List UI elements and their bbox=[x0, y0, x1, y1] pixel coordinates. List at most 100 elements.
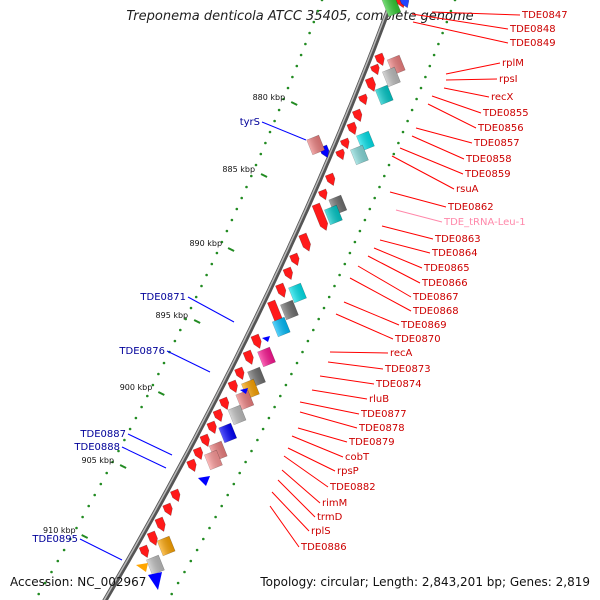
gc-dot bbox=[368, 207, 372, 211]
leader-line bbox=[389, 191, 447, 208]
leader-line bbox=[445, 78, 498, 81]
backbone-highlight bbox=[103, 0, 392, 600]
gene-label-right: TDE0886 bbox=[300, 542, 347, 553]
gc-dot bbox=[295, 64, 299, 68]
feature-box bbox=[204, 449, 223, 471]
feature-box bbox=[218, 422, 238, 444]
gene-arrow-reverse bbox=[262, 336, 270, 342]
leader-line bbox=[277, 479, 316, 518]
gene-label-left: TDE0888 bbox=[73, 442, 120, 453]
gc-dot bbox=[286, 86, 290, 90]
gc-dot bbox=[250, 174, 253, 178]
gene-arrow-forward bbox=[212, 408, 223, 423]
gc-dot bbox=[214, 515, 217, 519]
feature-box bbox=[324, 204, 343, 226]
gc-dot bbox=[295, 361, 299, 365]
gene-arrow-forward-shape bbox=[358, 93, 368, 106]
gc-dot bbox=[195, 548, 199, 552]
gc-dot bbox=[134, 416, 138, 420]
gene-arrow-reverse bbox=[198, 476, 210, 486]
gc-dot bbox=[410, 108, 414, 112]
leader-line bbox=[427, 103, 477, 129]
gene-label-right: TDE0856 bbox=[477, 123, 524, 134]
kbp-label: 885 kbp bbox=[222, 165, 255, 174]
gc-dot bbox=[268, 130, 272, 134]
gene-arrow-forward-shape bbox=[206, 420, 217, 435]
gc-dot bbox=[428, 64, 432, 68]
gene-arrow-forward bbox=[275, 282, 287, 298]
gene-arrow-forward bbox=[227, 379, 238, 394]
gene-arrow-forward bbox=[234, 366, 245, 381]
gc-dot bbox=[105, 471, 108, 475]
leader-line bbox=[367, 255, 421, 284]
gc-dot bbox=[415, 97, 418, 101]
gc-dot bbox=[279, 394, 282, 398]
gc-dot bbox=[299, 53, 303, 57]
leader-line bbox=[443, 87, 490, 98]
gene-label-right: rpsP bbox=[337, 466, 359, 477]
label-lines-layer bbox=[79, 11, 521, 561]
gene-label-right: TDE0865 bbox=[423, 263, 470, 274]
gc-dot bbox=[264, 141, 267, 145]
gc-dot bbox=[308, 31, 311, 35]
leader-line bbox=[412, 21, 509, 44]
feature-box bbox=[374, 84, 394, 106]
gene-arrow-forward bbox=[351, 108, 363, 123]
gc-dot bbox=[282, 97, 285, 101]
gene-arrow-forward bbox=[282, 266, 293, 281]
feature-box bbox=[350, 144, 369, 166]
gene-label-left: TDE0887 bbox=[79, 429, 126, 440]
gc-dot bbox=[432, 53, 436, 57]
gene-label-right: TDE0848 bbox=[509, 24, 556, 35]
gene-arrow-reverse bbox=[148, 572, 162, 590]
gc-dot bbox=[244, 460, 247, 464]
gc-dot bbox=[306, 339, 310, 343]
kbp-tick bbox=[157, 391, 165, 396]
gene-label-right: TDE0879 bbox=[348, 437, 395, 448]
leader-line bbox=[411, 13, 509, 30]
gc-dot bbox=[383, 174, 386, 178]
gc-dot bbox=[200, 284, 203, 288]
gene-arrow-forward-shape bbox=[282, 266, 293, 281]
gene-arrow-forward-shape bbox=[218, 396, 230, 411]
gc-dot bbox=[99, 482, 103, 486]
gene-label-right: trmD bbox=[317, 512, 343, 523]
leader-line bbox=[311, 389, 368, 400]
gene-arrow-forward bbox=[218, 396, 230, 411]
feature-box bbox=[156, 535, 176, 557]
gc-dot bbox=[290, 372, 293, 376]
gc-dot bbox=[304, 42, 307, 46]
gc-dot bbox=[291, 75, 294, 79]
kbp-label: 900 kbp bbox=[120, 383, 153, 392]
gene-arrow-forward bbox=[289, 252, 300, 267]
gene-arrow-forward-shape bbox=[199, 433, 210, 448]
gene-arrow-forward-shape bbox=[186, 458, 197, 473]
gene-label-right: TDE0873 bbox=[384, 364, 431, 375]
gene-label-right: TDE0859 bbox=[464, 169, 511, 180]
gene-arrow-forward bbox=[250, 333, 262, 349]
gene-label-right: TDE0877 bbox=[360, 409, 407, 420]
gc-dot bbox=[151, 383, 155, 387]
gc-dot bbox=[225, 229, 229, 233]
gc-dot bbox=[301, 350, 304, 354]
gc-dot bbox=[317, 317, 321, 321]
gc-dot bbox=[343, 262, 347, 266]
gc-dot bbox=[75, 526, 78, 530]
gc-dot bbox=[230, 218, 234, 222]
kbp-tick bbox=[81, 534, 89, 539]
gene-arrow-forward-shape bbox=[250, 333, 262, 349]
kbp-label: 905 kbp bbox=[81, 456, 114, 465]
gc-dot bbox=[93, 493, 96, 497]
labels-layer: 880 kbp 885 kbp 890 kbp 895 kbp 900 kbp 905 k… bbox=[31, 10, 567, 553]
gene-arrow-forward-shape bbox=[324, 172, 336, 187]
leader-line bbox=[349, 277, 412, 312]
gc-dot bbox=[259, 152, 263, 156]
gc-dot bbox=[267, 416, 271, 420]
gc-dot bbox=[250, 449, 253, 453]
gc-dot bbox=[173, 339, 177, 343]
gc-dot bbox=[378, 185, 381, 189]
gc-dot bbox=[445, 20, 449, 24]
gene-arrow-forward-shape bbox=[364, 76, 376, 92]
backbone-layer bbox=[102, 0, 395, 600]
gc-dot bbox=[202, 537, 205, 541]
